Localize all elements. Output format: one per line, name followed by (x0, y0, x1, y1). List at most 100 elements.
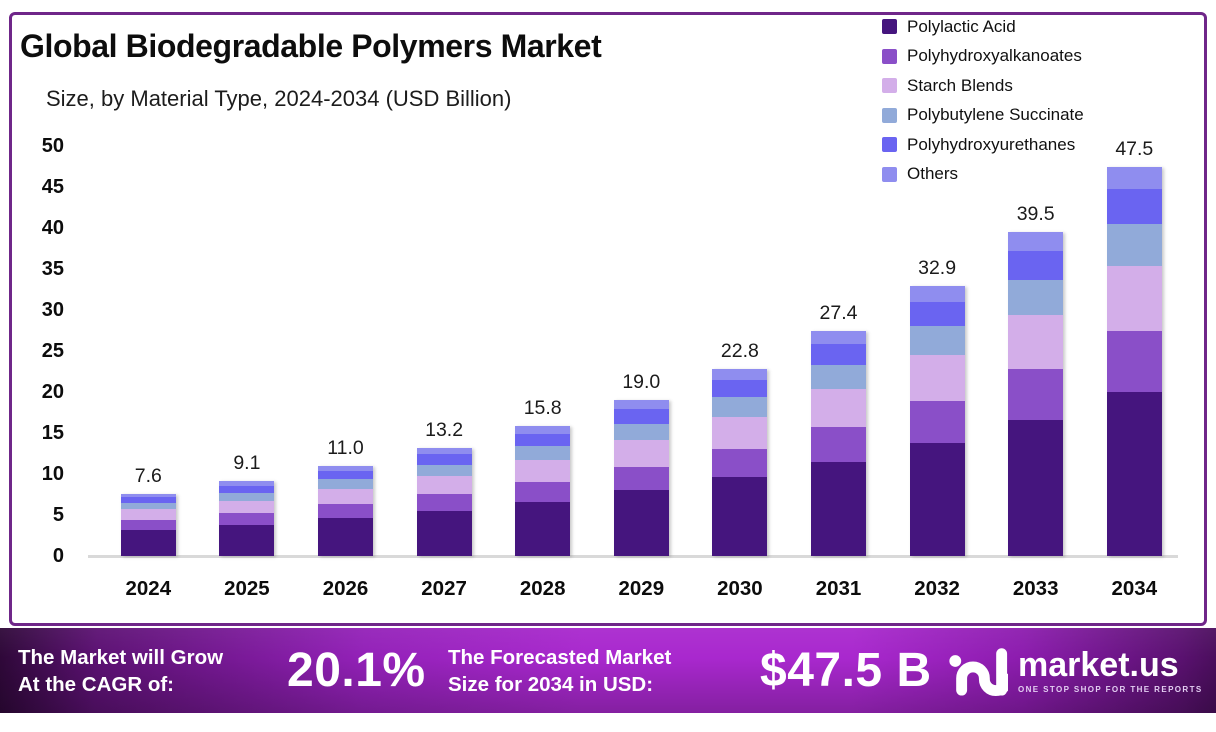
marketus-logo: market.us ONE STOP SHOP FOR THE REPORTS (948, 628, 1203, 713)
bar-2031 (811, 331, 866, 556)
bar-segment-2031-polyhydroxyurethanes (811, 344, 866, 365)
bar-segment-2029-polyhydroxyalkanoates (613, 466, 669, 491)
bar-segment-2027-polybutylene-succinate (416, 464, 472, 477)
bar-segment-2028-starch-blends (515, 460, 571, 482)
bar-segment-2027-polyhydroxyalkanoates (416, 494, 472, 511)
bar-segment-2030-polyhydroxyalkanoates (712, 448, 768, 478)
forecast-label: The Forecasted Market Size for 2034 in U… (448, 645, 672, 696)
bar-2034 (1106, 166, 1162, 557)
legend-item-polybutylene-succinate: Polybutylene Succinate (882, 105, 1084, 124)
bar-segment-2026-polybutylene-succinate (318, 479, 373, 490)
legend-swatch-polylactic-acid (882, 19, 897, 34)
x-axis-year-label-2027: 2027 (421, 577, 467, 600)
bar-segment-2033-polyhydroxyurethanes (1008, 250, 1064, 280)
x-axis-year-label-2031: 2031 (815, 577, 862, 600)
bar-segment-2032-polyhydroxyurethanes (909, 301, 965, 327)
legend-label-polyhydroxyalkanoates: Polyhydroxyalkanoates (907, 46, 1082, 65)
bar-segment-2033-polylactic-acid (1008, 419, 1064, 556)
marketus-logo-icon (949, 647, 1008, 696)
bar-segment-2034-starch-blends (1106, 265, 1162, 332)
bar-segment-2031-polylactic-acid (811, 461, 866, 556)
bar-segment-2030-polyhydroxyurethanes (712, 379, 768, 397)
bar-segment-2029-polylactic-acid (613, 490, 669, 556)
bar-total-label-2034: 47.5 (1115, 137, 1154, 160)
bar-segment-2025-polybutylene-succinate (219, 492, 275, 502)
legend-item-polyhydroxyalkanoates: Polyhydroxyalkanoates (882, 46, 1084, 65)
bar-2028 (515, 426, 571, 556)
bar-segment-2024-others (120, 493, 176, 497)
bar-segment-2028-polylactic-acid (515, 501, 571, 556)
bar-segment-2034-others (1106, 166, 1162, 190)
bar-segment-2026-polylactic-acid (318, 518, 373, 556)
bar-segment-2025-polyhydroxyalkanoates (219, 513, 275, 525)
bar-segment-2026-polyhydroxyalkanoates (318, 504, 373, 519)
bar-segment-2025-starch-blends (219, 501, 275, 514)
legend-label-starch-blends: Starch Blends (907, 75, 1013, 95)
bar-2033 (1008, 232, 1064, 556)
y-axis-tick-label-0: 0 (52, 545, 64, 567)
bar-segment-2024-polylactic-acid (120, 529, 176, 556)
bar-segment-2031-starch-blends (811, 388, 866, 428)
chart-title: Global Biodegradable Polymers Market (20, 28, 602, 64)
legend-item-starch-blends: Starch Blends (882, 75, 1084, 95)
bar-total-label-2033: 39.5 (1016, 203, 1055, 226)
bar-total-label-2030: 22.8 (720, 340, 759, 363)
bar-segment-2024-polyhydroxyurethanes (120, 496, 176, 503)
bar-segment-2034-polybutylene-succinate (1106, 223, 1162, 266)
bar-total-label-2027: 13.2 (425, 418, 464, 441)
y-axis-tick-label-30: 30 (41, 299, 64, 321)
bar-segment-2030-others (712, 369, 768, 380)
cagr-label: The Market will Grow At the CAGR of: (18, 645, 224, 696)
bar-2032 (909, 286, 965, 556)
marketus-logo-name: market.us (1018, 645, 1179, 684)
bar-total-label-2025: 9.1 (233, 452, 261, 475)
chart-subtitle: Size, by Material Type, 2024-2034 (USD B… (46, 86, 512, 111)
bar-segment-2033-others (1008, 232, 1064, 251)
bar-segment-2031-others (811, 331, 866, 345)
bar-segment-2029-polybutylene-succinate (613, 423, 669, 441)
legend-label-polybutylene-succinate: Polybutylene Succinate (907, 105, 1084, 124)
bar-segment-2030-polybutylene-succinate (712, 396, 768, 417)
bar-segment-2033-polyhydroxyalkanoates (1008, 369, 1064, 420)
legend-item-polyhydroxyurethanes: Polyhydroxyurethanes (882, 134, 1084, 154)
bar-segment-2029-starch-blends (613, 440, 669, 467)
x-axis-baseline (88, 555, 1178, 558)
bar-2026 (318, 465, 373, 556)
bar-segment-2026-starch-blends (318, 489, 373, 505)
bar-segment-2028-polyhydroxyurethanes (515, 434, 571, 447)
marketus-logo-tagline: ONE STOP SHOP FOR THE REPORTS (1018, 684, 1203, 694)
bar-segment-2033-starch-blends (1008, 314, 1064, 369)
bar-segment-2030-starch-blends (712, 416, 768, 449)
bar-segment-2033-polybutylene-succinate (1008, 279, 1064, 315)
bar-2024 (120, 493, 176, 556)
bar-segment-2025-polylactic-acid (219, 524, 275, 556)
bar-segment-2032-others (909, 286, 965, 302)
bar-segment-2027-polylactic-acid (416, 510, 472, 556)
legend-label-polyhydroxyurethanes: Polyhydroxyurethanes (907, 134, 1076, 154)
bar-segment-2024-starch-blends (120, 509, 176, 520)
bar-segment-2024-polyhydroxyalkanoates (120, 519, 176, 530)
bar-total-label-2026: 11.0 (327, 436, 364, 459)
x-axis-year-label-2028: 2028 (519, 577, 566, 600)
bar-segment-2025-others (219, 481, 275, 486)
bar-segment-2029-polyhydroxyurethanes (613, 409, 669, 424)
x-axis-year-label-2034: 2034 (1111, 577, 1158, 600)
bar-segment-2027-polyhydroxyurethanes (416, 454, 472, 465)
bar-segment-2024-polybutylene-succinate (120, 502, 176, 510)
legend: Polylactic Acid Polyhydroxyalkanoates Star… (882, 17, 1084, 195)
bar-segment-2028-polyhydroxyalkanoates (515, 481, 571, 502)
cagr-banner: The Market will Grow At the CAGR of: 20.… (0, 628, 1216, 713)
x-axis-year-label-2026: 2026 (322, 577, 369, 600)
bar-segment-2028-others (515, 426, 571, 435)
legend-swatch-polybutylene-succinate (882, 107, 897, 123)
legend-item-others: Others (882, 164, 1084, 183)
cagr-value: 20.1% (287, 644, 426, 697)
y-axis-tick-label-45: 45 (41, 176, 64, 198)
bar-segment-2031-polybutylene-succinate (811, 364, 866, 389)
y-axis-tick-label-5: 5 (52, 504, 64, 526)
bar-total-label-2024: 7.6 (134, 464, 162, 487)
bar-segment-2034-polyhydroxyalkanoates (1106, 331, 1162, 392)
bar-segment-2028-polybutylene-succinate (515, 446, 571, 461)
bar-segment-2026-others (318, 465, 373, 472)
chart-card (9, 12, 1207, 626)
